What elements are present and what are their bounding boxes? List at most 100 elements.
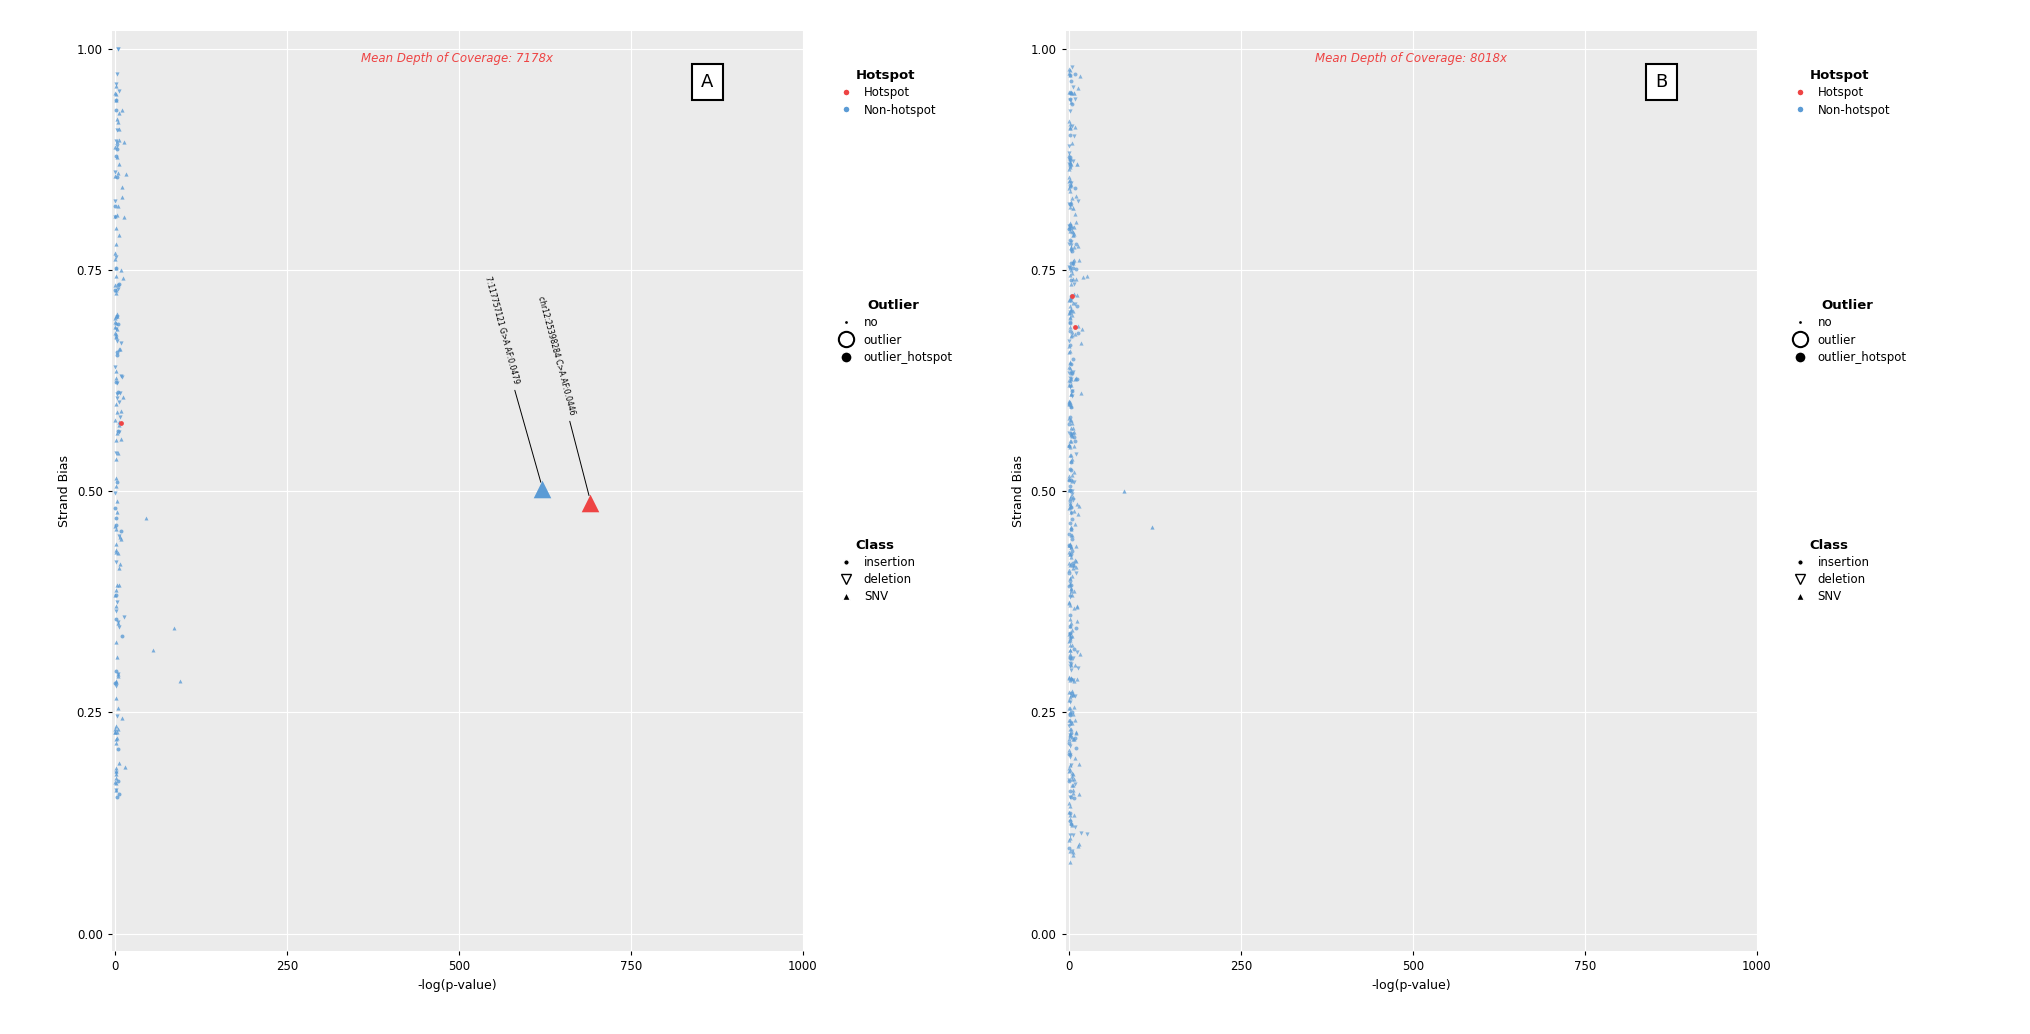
Point — [1054, 614, 1086, 631]
Point — [1054, 657, 1086, 673]
Point — [99, 674, 132, 691]
Point — [102, 148, 134, 164]
Point — [1056, 649, 1088, 666]
Point — [1056, 223, 1088, 240]
Point — [1054, 343, 1086, 360]
Point — [1052, 84, 1084, 100]
Point — [1054, 633, 1086, 649]
Point — [1052, 236, 1084, 252]
Point — [1054, 499, 1086, 516]
Point — [1054, 575, 1086, 591]
X-axis label: -log(p-value): -log(p-value) — [418, 979, 497, 992]
Point — [1054, 119, 1086, 135]
Point — [1052, 577, 1084, 594]
Point — [1052, 803, 1084, 820]
Point — [1056, 555, 1088, 572]
Point — [99, 244, 132, 261]
Point — [99, 782, 132, 798]
Point — [1058, 712, 1090, 729]
Point — [1054, 854, 1086, 871]
Point — [1052, 180, 1084, 196]
Point — [1054, 655, 1086, 671]
Point — [1054, 626, 1086, 642]
Point — [1058, 219, 1090, 236]
Point — [1054, 815, 1086, 831]
Point — [1054, 843, 1086, 859]
Point — [1054, 744, 1086, 761]
Point — [1060, 671, 1092, 688]
Point — [1056, 118, 1088, 134]
Point — [102, 197, 134, 214]
Point — [99, 499, 132, 516]
Point — [99, 544, 132, 560]
Point — [99, 582, 132, 599]
Point — [99, 329, 132, 345]
Point — [102, 789, 134, 805]
Point — [1054, 546, 1086, 562]
Point — [1056, 388, 1088, 404]
Point — [99, 284, 132, 301]
Point — [1062, 155, 1094, 172]
Point — [1052, 61, 1084, 78]
Point — [1064, 335, 1096, 352]
Point — [1060, 298, 1092, 314]
Point — [99, 673, 132, 690]
Point — [1058, 428, 1090, 445]
Point — [1056, 352, 1088, 368]
Point — [1054, 447, 1086, 463]
Point — [1054, 396, 1086, 413]
Point — [1054, 373, 1086, 390]
Point — [1054, 811, 1086, 827]
Point — [102, 721, 134, 737]
Point — [1054, 178, 1086, 194]
Point — [99, 718, 132, 734]
Point — [1054, 356, 1086, 372]
Point — [106, 628, 138, 644]
Point — [1054, 219, 1086, 236]
Point — [104, 131, 136, 148]
Point — [1056, 543, 1088, 559]
Point — [99, 313, 132, 330]
Point — [99, 445, 132, 461]
Point — [1058, 118, 1090, 134]
Point — [1052, 395, 1084, 412]
Point — [106, 179, 138, 195]
Point — [99, 759, 132, 776]
Point — [99, 766, 132, 783]
Point — [1058, 424, 1090, 440]
Point — [1058, 770, 1090, 787]
Point — [1054, 571, 1086, 587]
Point — [1054, 154, 1086, 171]
Point — [1054, 630, 1086, 646]
Point — [1060, 446, 1092, 462]
Point — [1062, 317, 1094, 334]
Point — [99, 328, 132, 344]
Point — [1052, 711, 1084, 728]
Point — [1064, 645, 1096, 662]
Point — [1052, 338, 1084, 355]
Point — [1054, 489, 1086, 506]
Point — [1054, 721, 1086, 737]
Point — [99, 374, 132, 391]
Point — [1058, 552, 1090, 569]
Point — [1058, 504, 1090, 520]
Point — [99, 674, 132, 691]
Point — [1054, 725, 1086, 741]
Point — [99, 663, 132, 679]
Point — [102, 665, 134, 681]
Point — [1056, 295, 1088, 311]
Point — [1054, 217, 1086, 234]
Point — [1062, 786, 1094, 802]
Point — [1054, 482, 1086, 498]
Point — [1056, 473, 1088, 489]
Point — [104, 618, 136, 635]
Point — [99, 209, 132, 225]
Point — [1064, 67, 1096, 84]
Point — [99, 220, 132, 237]
Point — [1052, 731, 1084, 748]
Point — [1054, 370, 1086, 387]
Point — [99, 587, 132, 604]
Point — [1054, 504, 1086, 520]
Point — [1054, 515, 1086, 531]
Point — [1054, 482, 1086, 498]
